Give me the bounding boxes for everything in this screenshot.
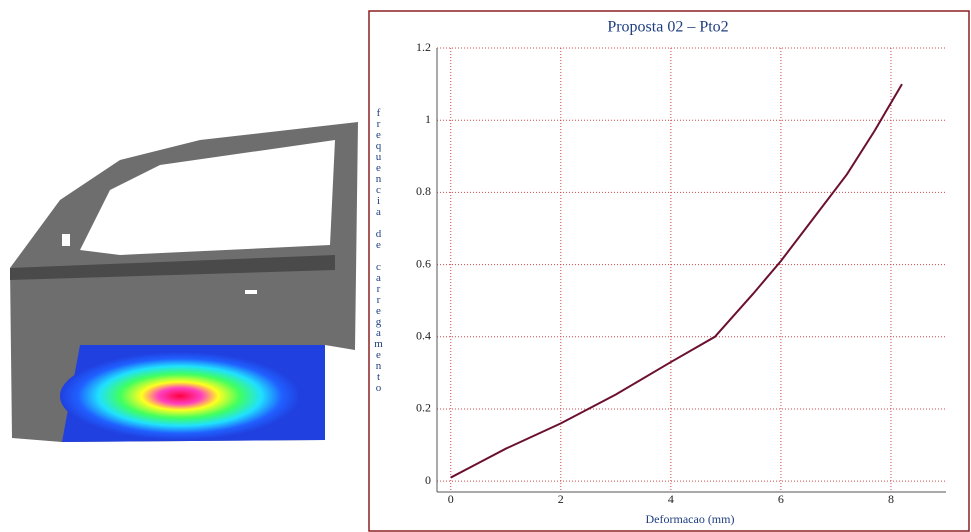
door-illustration: [10, 122, 358, 442]
y-tick-label: 0.6: [416, 256, 431, 270]
x-tick-label: 2: [558, 492, 564, 506]
y-tick-label: 1: [425, 112, 431, 126]
data-line: [450, 83, 903, 479]
y-axis-label: frequencia de carregamento: [372, 107, 384, 393]
x-tick-label: 6: [778, 492, 784, 506]
chart-title: Proposta 02 – Pto2: [607, 19, 728, 36]
y-tick-label: 1.2: [416, 40, 431, 54]
y-tick-label: 0.8: [416, 184, 431, 198]
y-tick-label: 0.4: [416, 329, 431, 343]
x-tick-label: 4: [668, 492, 674, 506]
chart-frame: [368, 10, 970, 532]
x-tick-label: 0: [448, 492, 454, 506]
y-tick-label: 0.2: [416, 401, 431, 415]
x-tick-label: 8: [888, 492, 894, 506]
x-axis-label: Deformacao (mm): [646, 512, 735, 526]
y-tick-label: 0: [425, 473, 431, 487]
